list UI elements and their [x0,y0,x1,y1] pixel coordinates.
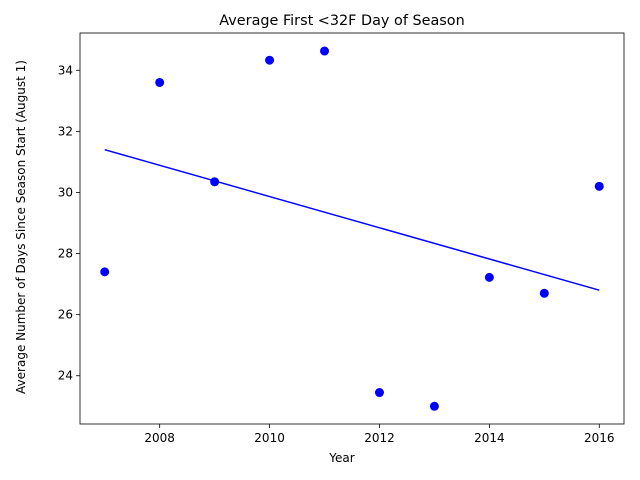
x-axis-label: Year [328,451,354,465]
data-point-2007 [100,267,110,277]
data-point-2009 [210,177,220,187]
y-tick-label-28: 28 [58,247,73,261]
x-tick-label-2008: 2008 [144,431,175,445]
x-tick-label-2014: 2014 [474,431,505,445]
plot-frame [79,32,625,425]
x-tick-label-2012: 2012 [364,431,395,445]
y-tick-label-34: 34 [58,63,73,77]
x-tick-label-2010: 2010 [254,431,285,445]
x-tick-label-2016: 2016 [584,431,615,445]
data-point-2015 [539,288,549,298]
data-point-2014 [484,272,494,282]
trend-line [104,148,600,291]
y-tick-label-30: 30 [58,185,73,199]
y-tick-label-24: 24 [58,369,73,383]
data-point-2016 [594,181,604,191]
axes: 2008 2010 2012 2014 2016 24 26 28 30 32 34 [58,32,625,445]
y-axis-label: Average Number of Days Since Season Star… [14,60,28,394]
data-point-2008 [155,77,165,87]
data-point-2011 [320,46,330,56]
data-point-2013 [429,401,439,411]
y-tick-label-26: 26 [58,308,73,322]
data-point-2012 [374,388,384,398]
data-point-2010 [265,55,275,65]
y-tick-label-32: 32 [58,124,73,138]
chart-title: Average First <32F Day of Season [219,13,464,29]
